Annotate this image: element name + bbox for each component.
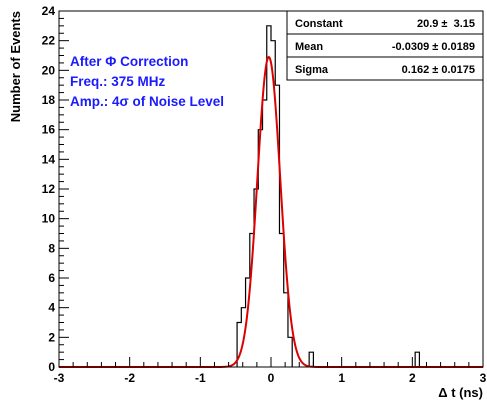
- y-tick-label: 16: [42, 123, 56, 137]
- y-tick-label: 4: [48, 301, 55, 315]
- y-tick-label: 0: [48, 360, 55, 374]
- x-tick-label: 3: [480, 371, 487, 385]
- y-tick-label: 2: [48, 330, 55, 344]
- y-axis-title: Number of Events: [8, 11, 23, 122]
- x-tick-label: 1: [338, 371, 345, 385]
- y-tick-label: 18: [42, 93, 56, 107]
- stats-value-sigma: 0.162 ± 0.0175: [402, 64, 475, 76]
- y-tick-label: 6: [48, 271, 55, 285]
- annotation-line-2: Freq.: 375 MHz: [70, 74, 166, 89]
- y-tick-label: 14: [42, 152, 56, 166]
- stats-name-constant: Constant: [295, 18, 343, 30]
- x-tick-label: -3: [54, 371, 65, 385]
- x-tick-label: 0: [268, 371, 275, 385]
- annotation-line-3: Amp.: 4σ of Noise Level: [70, 94, 224, 109]
- histogram-group: [236, 25, 420, 367]
- stats-name-mean: Mean: [295, 41, 323, 53]
- y-tick-label: 24: [42, 4, 56, 18]
- annotation-block: After Φ Correction Freq.: 375 MHz Amp.: …: [70, 54, 224, 109]
- histogram-outline: [236, 25, 420, 367]
- stats-value-mean: -0.0309 ± 0.0189: [392, 41, 475, 53]
- y-tick-label: 22: [42, 34, 56, 48]
- x-axis-title: Δ t (ns): [438, 385, 483, 400]
- y-tick-label: 12: [42, 182, 56, 196]
- stats-name-sigma: Sigma: [295, 64, 329, 76]
- x-tick-label: 2: [409, 371, 416, 385]
- y-tick-label: 8: [48, 241, 55, 255]
- annotation-line-1: After Φ Correction: [70, 54, 188, 69]
- y-tick-label: 20: [42, 63, 56, 77]
- x-tick-label: -2: [124, 371, 135, 385]
- y-tick-label: 10: [42, 212, 56, 226]
- stats-value-constant: 20.9 ± 3.15: [417, 18, 475, 30]
- stats-box-frame: [286, 10, 484, 81]
- stats-box: Constant 20.9 ± 3.15 Mean -0.0309 ± 0.01…: [286, 10, 484, 81]
- x-tick-label: -1: [195, 371, 206, 385]
